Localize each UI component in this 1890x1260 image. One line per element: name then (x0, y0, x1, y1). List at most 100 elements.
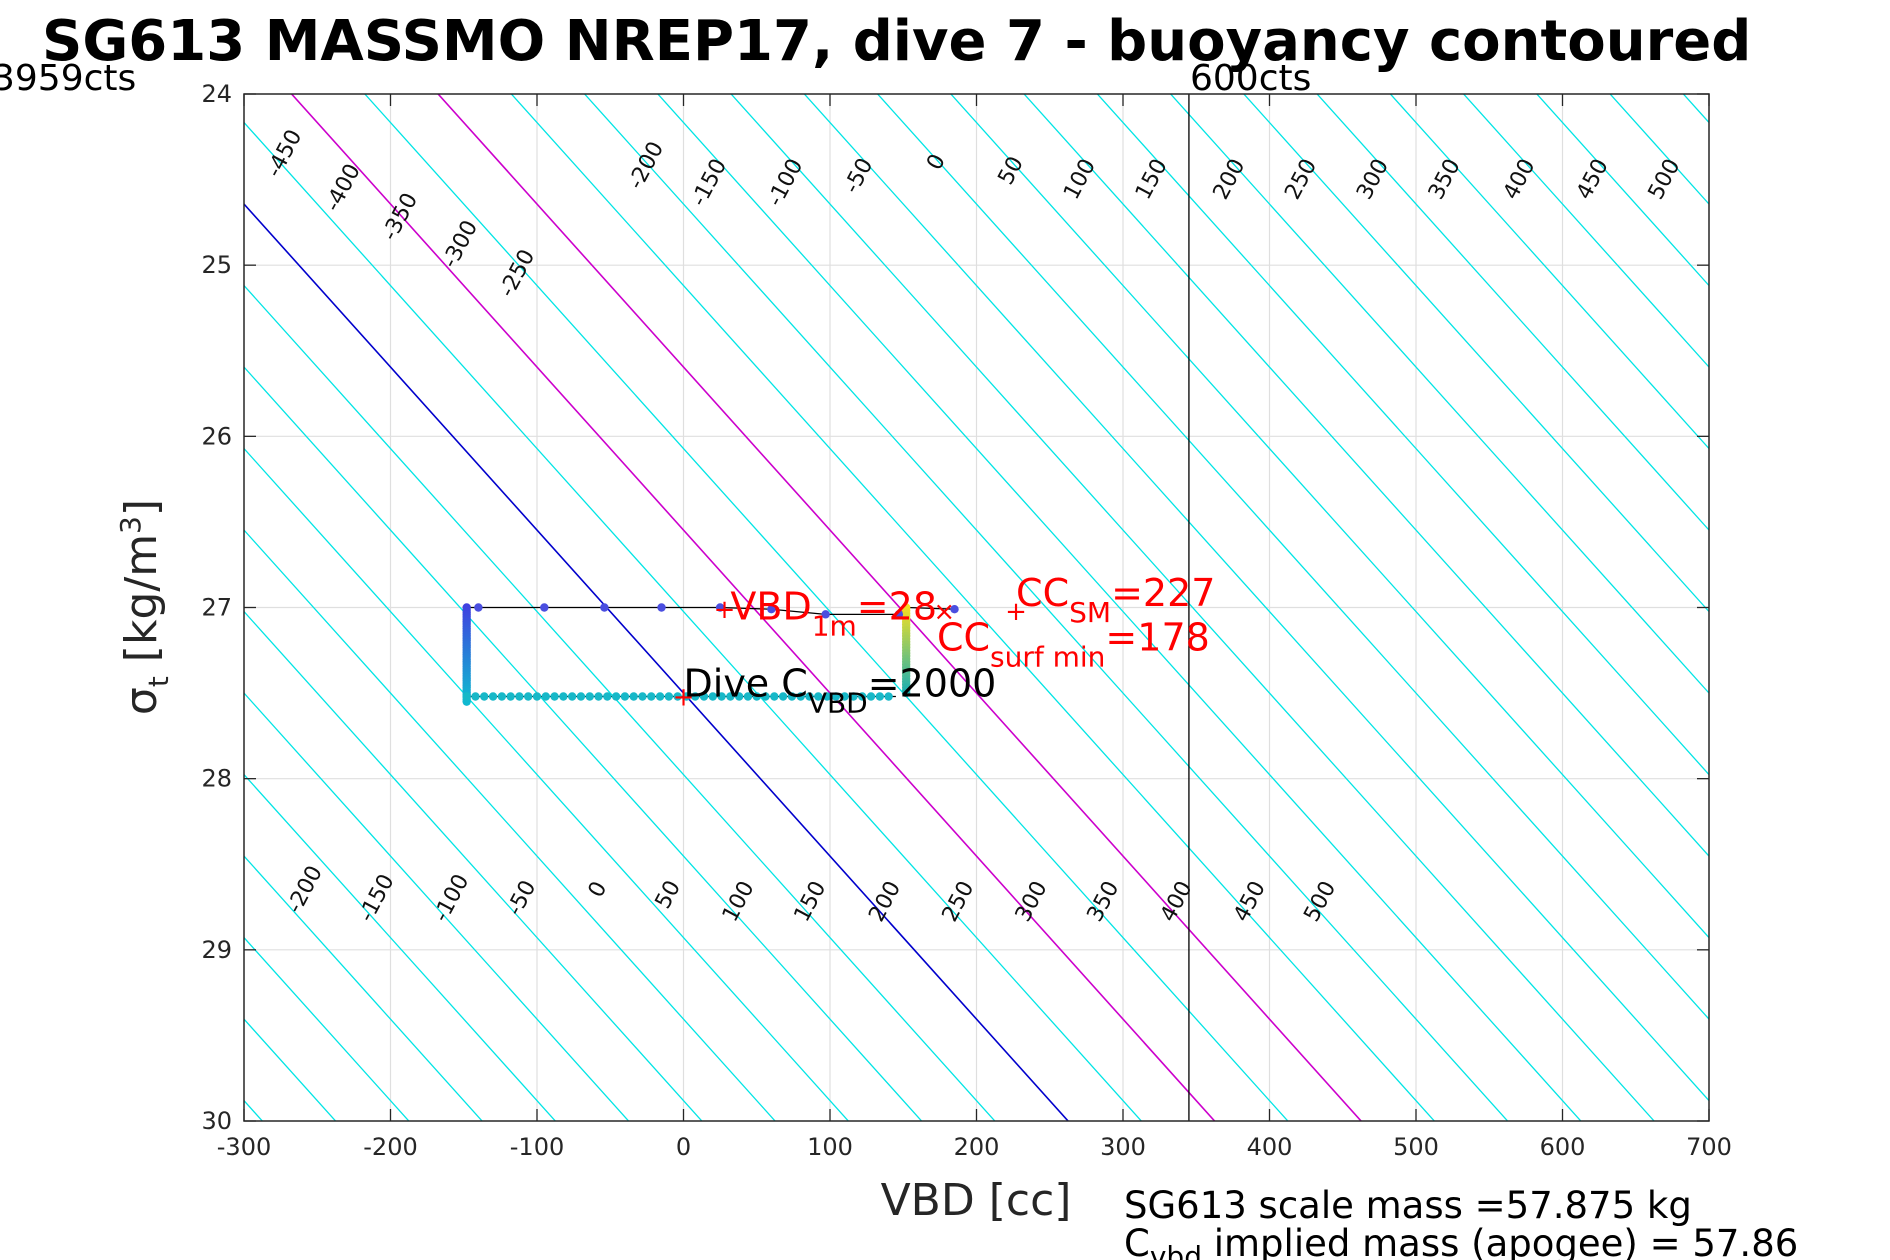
buoyancy-contour (244, 1018, 337, 1121)
buoyancy-contour (0, 0, 123, 1260)
y-label-sub: t (142, 676, 175, 687)
data-point (611, 692, 621, 701)
x-tick-label: 0 (676, 1133, 691, 1161)
annotation-ccsurf-sub: surf min (990, 640, 1105, 673)
x-axis-label: VBD [cc] (881, 1175, 1072, 1226)
annotation-ccsm: CCSM=227 (1016, 571, 1215, 629)
buoyancy-contour (1023, 94, 1709, 858)
data-point (821, 610, 830, 619)
data-point (726, 692, 735, 701)
data-point (638, 692, 647, 701)
buoyancy-contour (656, 94, 1582, 1121)
data-point (600, 603, 609, 612)
buoyancy-contour (1535, 94, 1709, 287)
data-point (664, 692, 674, 701)
marker-symbol: × (933, 597, 955, 627)
data-point (585, 692, 594, 701)
x-tick-label: 400 (1247, 1133, 1293, 1161)
buoyancy-contour (1169, 94, 1709, 695)
implied-mass-note: Cvbd implied mass (apogee) = 57.86 (1124, 1222, 1798, 1260)
data-point (629, 692, 638, 701)
data-point (691, 692, 700, 701)
x-tick-label: -200 (363, 1133, 417, 1161)
data-point (884, 692, 893, 701)
data-point (814, 692, 823, 701)
y-tick-label: 25 (201, 251, 232, 279)
scale-mass-note: SG613 scale mass =57.875 kg (1124, 1184, 1692, 1227)
buoyancy-contour (1462, 94, 1709, 369)
data-point (699, 692, 709, 701)
data-point (673, 692, 682, 701)
data-point (550, 692, 559, 701)
data-point (603, 692, 612, 701)
data-point (717, 692, 726, 701)
y-axis-label: σt [kg/m3] (114, 499, 175, 715)
annotation-divec: Dive CVBD=2000 (684, 662, 997, 720)
data-point (805, 692, 814, 701)
data-point (620, 692, 630, 701)
axis-ticks: -300 -200 -100 0 100 200 300 400 500 600 700 24 25 26… (201, 80, 1731, 1161)
implied-mass-sub: vbd (1150, 1240, 1202, 1260)
annotation-ccsm-rest: =227 (1111, 571, 1215, 615)
data-point (647, 692, 656, 701)
y-label-rest: [kg/m (116, 534, 167, 676)
y-label-end: ] (116, 499, 167, 516)
marker-symbol: + (1005, 597, 1027, 627)
marker-symbol: + (673, 683, 695, 713)
data-point (950, 605, 959, 614)
buoyancy-contour (1316, 94, 1709, 532)
x-tick-label: 200 (954, 1133, 1000, 1161)
marker-symbol: + (714, 595, 736, 625)
buoyancy-contour (0, 0, 50, 1260)
x-tick-label: 700 (1686, 1133, 1732, 1161)
annotation-ccsm-sub: SM (1069, 596, 1111, 629)
data-point (894, 610, 904, 619)
data-point (532, 692, 542, 701)
data-point (524, 692, 533, 701)
data-point (559, 692, 568, 701)
buoyancy-contour (1389, 94, 1709, 450)
annotation-divec-main: Dive C (684, 662, 808, 706)
y-tick-label: 28 (201, 765, 232, 793)
data-point (752, 692, 761, 701)
buoyancy-contour (244, 610, 703, 1121)
data-point (858, 692, 867, 701)
data-point (875, 692, 885, 701)
x-tick-label: 500 (1393, 1133, 1439, 1161)
annotation-divec-sub: VBD (808, 687, 868, 720)
buoyancy-contour (583, 94, 1509, 1121)
data-point (594, 692, 603, 701)
buoyancy-contour (949, 94, 1709, 939)
data-point (715, 603, 725, 612)
annotation-vbd1m-rest: =28 (857, 585, 937, 629)
buoyancy-contour (876, 94, 1709, 1021)
data-point (480, 692, 489, 701)
x-tick-label: 600 (1540, 1133, 1586, 1161)
buoyancy-contour (437, 94, 1363, 1121)
buoyancy-contour (730, 94, 1655, 1121)
data-point (506, 692, 515, 701)
x-tick-label: 100 (807, 1133, 853, 1161)
data-point (761, 692, 770, 701)
y-tick-label: 26 (201, 422, 232, 450)
data-point (541, 692, 550, 701)
data-point (831, 692, 841, 701)
data-point (462, 692, 471, 701)
corner-right-label: 600cts (1190, 58, 1311, 99)
y-tick-label: 24 (201, 80, 232, 108)
data-point (840, 692, 849, 701)
data-point (474, 603, 483, 612)
data-point (787, 692, 797, 701)
buoyancy-contour (290, 94, 1216, 1121)
y-tick-label: 29 (201, 936, 232, 964)
annotation-ccsurf: CCsurf min=178 (937, 615, 1210, 673)
buoyancy-contour (803, 94, 1709, 1102)
implied-mass-main: C (1124, 1222, 1150, 1260)
data-point (576, 692, 586, 701)
buoyancy-contour (510, 94, 1436, 1121)
implied-mass-rest: implied mass (apogee) = 57.86 (1202, 1222, 1798, 1260)
data-point (734, 692, 744, 701)
data-point (540, 603, 549, 612)
